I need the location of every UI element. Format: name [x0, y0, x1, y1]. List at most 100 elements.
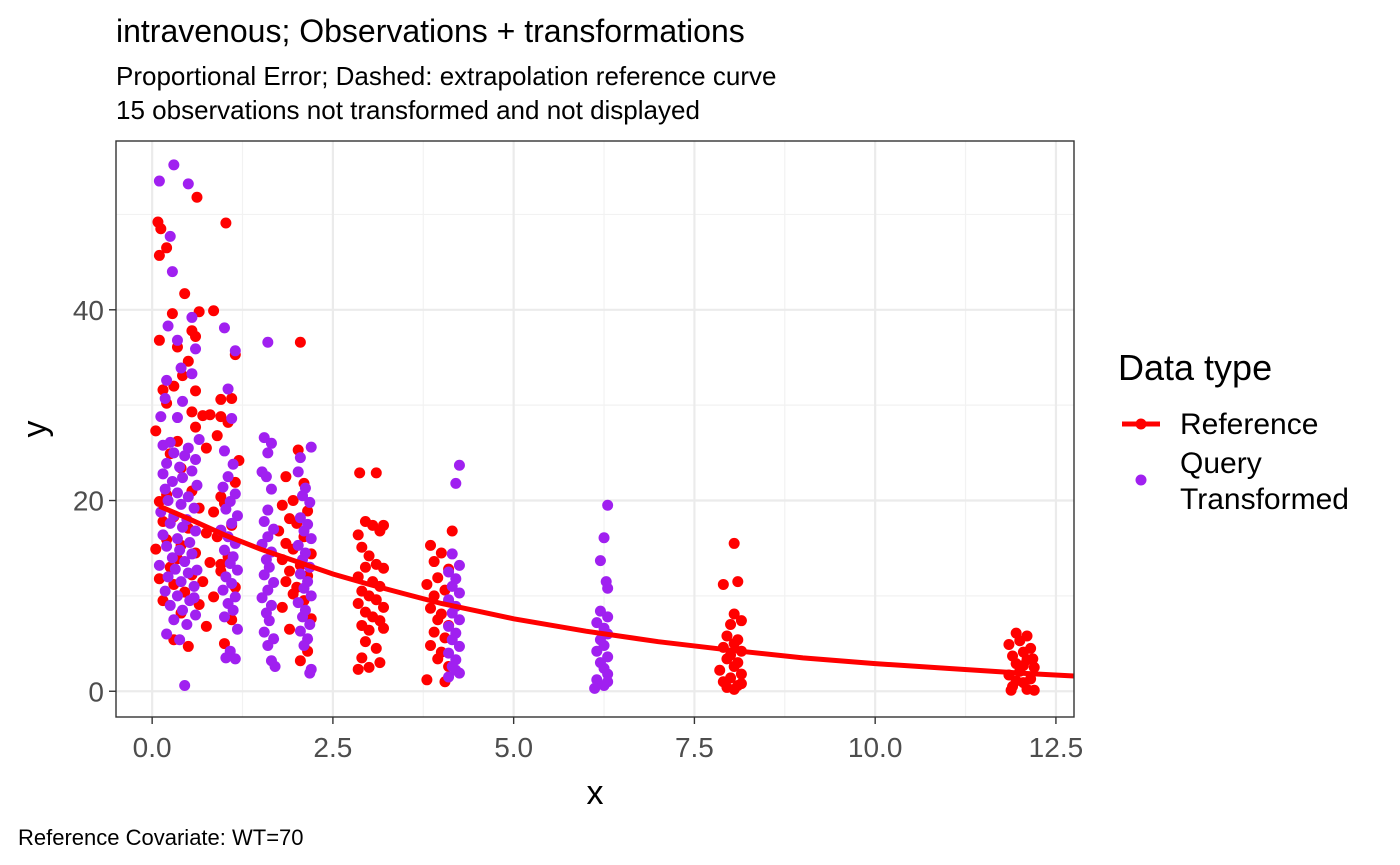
reference-point [276, 499, 288, 511]
x-tick-label: 2.5 [313, 732, 352, 763]
query-transformed-point [450, 477, 462, 489]
reference-point [446, 525, 458, 537]
reference-point [428, 626, 440, 638]
query-transformed-point [262, 447, 274, 459]
query-transformed-point [159, 483, 171, 495]
x-tick-label: 12.5 [1029, 732, 1084, 763]
query-transformed-point [294, 568, 306, 580]
reference-point [153, 495, 165, 507]
query-transformed-point [269, 660, 281, 672]
query-transformed-point [155, 411, 167, 423]
query-transformed-point [443, 647, 455, 659]
query-transformed-point [171, 412, 183, 424]
query-transformed-point [166, 475, 178, 487]
query-transformed-point [174, 461, 186, 473]
query-transformed-point [182, 491, 194, 503]
reference-point [150, 425, 162, 437]
reference-point [186, 406, 198, 418]
query-transformed-point [453, 459, 465, 471]
query-transformed-point [298, 582, 310, 594]
reference-point [717, 578, 729, 590]
query-transformed-point [298, 639, 310, 651]
reference-point [155, 223, 167, 235]
reference-point [378, 622, 390, 634]
query-transformed-point [258, 516, 270, 528]
reference-point [1003, 639, 1015, 651]
query-transformed-point [171, 533, 183, 545]
legend-title: Data type [1118, 347, 1272, 388]
reference-point [190, 421, 202, 433]
query-transformed-point [191, 479, 203, 491]
query-transformed-point [190, 454, 202, 466]
reference-point [287, 495, 299, 507]
query-transformed-point [175, 362, 187, 374]
reference-point [153, 573, 165, 585]
query-transformed-point [190, 343, 202, 355]
reference-point [378, 519, 390, 531]
query-transformed-point [231, 623, 243, 635]
query-transformed-point [450, 664, 462, 676]
query-transformed-point [265, 483, 277, 495]
query-transformed-point [218, 322, 230, 334]
reference-point [363, 550, 375, 562]
query-transformed-point [168, 447, 180, 459]
y-tick-label: 40 [73, 295, 104, 326]
reference-point [721, 653, 733, 665]
reference-point [370, 467, 382, 479]
query-transformed-point [161, 540, 173, 552]
query-transformed-point [443, 671, 455, 683]
legend-key-query-transformed: Query Transformed [1135, 447, 1349, 516]
query-transformed-point [297, 611, 309, 623]
query-transformed-point [305, 533, 317, 545]
query-transformed-point [164, 599, 176, 611]
reference-point [182, 355, 194, 367]
reference-point [1028, 661, 1040, 673]
query-transformed-point [217, 481, 229, 493]
y-tick-label: 20 [73, 486, 104, 517]
query-transformed-point [227, 458, 239, 470]
query-transformed-point [602, 676, 614, 688]
query-transformed-point [446, 580, 458, 592]
query-transformed-point [157, 468, 169, 480]
query-transformed-point [168, 614, 180, 626]
query-transformed-point [174, 544, 186, 556]
x-tick-label: 5.0 [494, 732, 533, 763]
query-transformed-point [191, 564, 203, 576]
query-transformed-point [265, 437, 277, 449]
query-transformed-point [598, 532, 610, 544]
reference-point [153, 249, 165, 261]
query-transformed-point [179, 680, 191, 692]
query-transformed-point [258, 626, 270, 638]
query-transformed-point [157, 529, 169, 541]
chart-subtitle-line-1: Proportional Error; Dashed: extrapolatio… [116, 61, 776, 91]
legend: Data type Reference Query Transformed [1118, 347, 1349, 516]
query-transformed-point [177, 521, 189, 533]
reference-point [728, 537, 740, 549]
query-transformed-point [591, 645, 603, 657]
reference-point [1005, 684, 1017, 696]
query-transformed-point [256, 592, 268, 604]
query-transformed-point [304, 496, 316, 508]
query-transformed-point [294, 452, 306, 464]
reference-point [220, 217, 232, 229]
query-transformed-point [227, 604, 239, 616]
reference-point [280, 471, 292, 483]
chart-title: intravenous; Observations + transformati… [116, 13, 745, 49]
query-transformed-point [186, 311, 198, 323]
query-transformed-point [602, 582, 614, 594]
reference-point [721, 630, 733, 642]
query-transformed-point [224, 557, 236, 569]
query-transformed-point [258, 569, 270, 581]
grid-minor [116, 141, 1074, 717]
reference-point [276, 601, 288, 613]
reference-point [166, 308, 178, 320]
reference-point [721, 681, 733, 693]
query-transformed-point [162, 571, 174, 583]
query-transformed-point [190, 609, 202, 621]
reference-point [197, 410, 209, 422]
reference-point [728, 608, 740, 620]
reference-point [226, 392, 238, 404]
reference-point [735, 678, 747, 690]
query-transformed-point [177, 604, 189, 616]
reference-point [215, 558, 227, 570]
